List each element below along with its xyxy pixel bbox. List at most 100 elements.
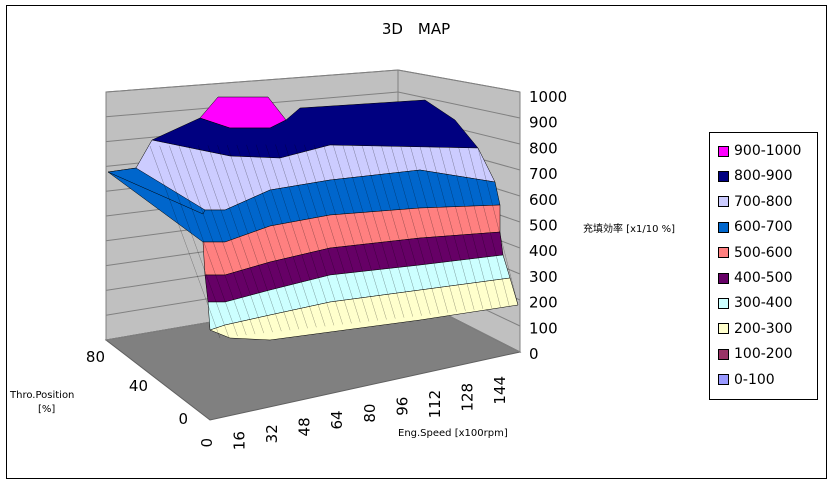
wall-gridline	[105, 69, 399, 93]
surface-mesh-line	[333, 145, 387, 320]
surface-mesh-line	[159, 145, 229, 338]
x-axis-ticks: 0 16 32 48 64 80 96 112 128 144	[198, 376, 509, 450]
surface-mesh-line	[284, 144, 343, 325]
surface-mesh-line	[391, 146, 440, 314]
surface-mesh-line	[362, 145, 413, 317]
surface-mesh-line	[169, 145, 238, 337]
x-axis-label: Eng.Speed [x100rpm]	[398, 428, 508, 439]
surface-mesh-line	[178, 145, 247, 336]
surface-mesh-line	[227, 145, 291, 331]
surface-mesh-line	[198, 145, 264, 334]
y-tick-label: 80	[86, 348, 105, 366]
x-tick-label: 144	[491, 376, 509, 405]
legend-swatch	[718, 196, 729, 208]
legend-swatch	[718, 221, 729, 233]
x-tick-label: 64	[328, 410, 346, 429]
surface-mesh-line	[371, 146, 422, 316]
surface-band-200-300	[209, 277, 519, 341]
surface-plateau-edge	[107, 167, 206, 215]
z-tick-label: 300	[529, 268, 558, 286]
surface-mesh-line	[429, 147, 475, 310]
z-tick-label: 400	[529, 242, 558, 260]
legend-label: 100-200	[734, 346, 793, 363]
z-tick-label: 100	[529, 319, 558, 337]
surface-mesh-line	[323, 145, 378, 321]
legend-swatch	[718, 297, 729, 309]
legend-label: 700-800	[734, 193, 793, 210]
surface-mesh-line	[304, 144, 361, 323]
surface-mesh-line	[294, 144, 352, 324]
surface-mesh-line	[468, 147, 510, 307]
y-axis-ticks: 0 40 80	[86, 348, 188, 428]
surface-mesh-line	[439, 147, 484, 309]
y-tick-label: 0	[178, 410, 188, 428]
legend-entry: 0-100	[718, 370, 775, 390]
legend-label: 500-600	[734, 244, 793, 261]
z-tick-label: 200	[529, 294, 558, 312]
legend-label: 200-300	[734, 320, 793, 337]
y-axis-label-line2: [%]	[38, 404, 55, 415]
legend-label: 300-400	[734, 295, 793, 312]
surface-mesh-line	[477, 147, 519, 306]
legend-entry: 700-800	[718, 192, 793, 212]
chart-title: 3D MAP	[382, 20, 450, 38]
z-tick-label: 700	[529, 165, 558, 183]
wall-gridline	[397, 69, 521, 93]
x-tick-label: 112	[426, 390, 444, 419]
legend-entry: 800-900	[718, 166, 793, 186]
z-tick-label: 500	[529, 217, 558, 235]
legend-label: 0-100	[734, 371, 775, 388]
surface-mesh-line	[400, 146, 449, 313]
wall-gridline	[397, 91, 521, 119]
legend: 900-1000 800-900 700-800 600-700 500-600 400-…	[709, 132, 818, 400]
legend-entry: 400-500	[718, 268, 793, 288]
surface-mesh-line	[236, 144, 300, 330]
surface-mesh-line	[265, 144, 326, 327]
z-axis-ticks: 0 100 200 300 400 500 600 700 800 900 1000	[529, 88, 567, 363]
surface-mesh-line	[342, 145, 396, 319]
x-tick-label: 80	[361, 404, 379, 423]
legend-swatch	[718, 374, 729, 386]
x-tick-label: 128	[458, 383, 476, 412]
z-tick-label: 800	[529, 139, 558, 157]
surface-mesh-line	[149, 145, 221, 339]
legend-swatch	[718, 170, 729, 182]
x-tick-label: 96	[393, 397, 411, 416]
z-tick-label: 0	[529, 345, 539, 363]
surface-mesh-line	[410, 146, 457, 312]
x-tick-label: 0	[198, 438, 216, 448]
surface-mesh-line	[381, 146, 431, 315]
surface-mesh-line	[255, 144, 317, 328]
legend-entry: 100-200	[718, 344, 793, 364]
legend-swatch	[718, 272, 729, 284]
surface-mesh	[149, 144, 519, 339]
surface-mesh-line	[352, 145, 405, 318]
surface-mesh-line	[275, 144, 335, 326]
z-axis-label: 充填効率 [x1/10 %]	[583, 222, 675, 235]
legend-entry: 200-300	[718, 319, 793, 339]
surface-mesh-line	[313, 144, 370, 322]
y-axis-label-line1: Thro.Position	[9, 390, 74, 401]
z-tick-label: 1000	[529, 88, 567, 106]
legend-label: 800-900	[734, 168, 793, 185]
legend-entry: 900-1000	[718, 141, 801, 161]
surface-mesh-line	[458, 147, 501, 307]
z-tick-label: 600	[529, 191, 558, 209]
surface-mesh-line	[448, 147, 492, 308]
surface-mesh-line	[188, 145, 256, 335]
legend-entry: 600-700	[718, 217, 793, 237]
surface-mesh-line	[207, 145, 273, 333]
x-tick-label: 16	[231, 431, 249, 450]
z-tick-label: 900	[529, 114, 558, 132]
legend-label: 900-1000	[734, 143, 802, 159]
legend-label: 600-700	[734, 219, 793, 236]
surface-mesh-line	[246, 144, 308, 329]
legend-swatch	[718, 247, 729, 259]
legend-entry: 500-600	[718, 243, 793, 263]
surface-mesh-line	[419, 146, 466, 311]
y-tick-label: 40	[129, 377, 148, 395]
legend-label: 400-500	[734, 270, 793, 286]
legend-swatch	[718, 348, 729, 360]
legend-swatch	[718, 323, 729, 335]
